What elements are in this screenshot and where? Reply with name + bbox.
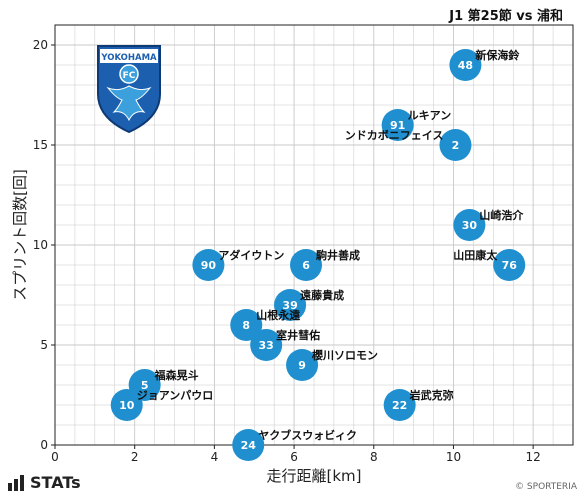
point-player-name: 山根永遠 (256, 308, 300, 322)
point-player-name: 山田康太 (453, 248, 498, 262)
point-marker (383, 389, 416, 421)
point-player-name: 福森晃斗 (154, 368, 199, 382)
point-number-label: 9 (298, 359, 306, 372)
point-player-name: アダイウトン (218, 248, 284, 262)
point-player-name: ルキアン (408, 109, 452, 122)
point-marker (381, 109, 414, 141)
point-player-name: 新保海鈴 (475, 48, 520, 62)
x-tick-label: 6 (290, 450, 298, 464)
player-point: 2 ンドカボニフェイス (345, 128, 472, 161)
point-number-label: 33 (259, 339, 274, 352)
point-marker (453, 209, 486, 241)
point-marker (192, 249, 225, 281)
point-number-label: 5 (141, 379, 149, 392)
stats-brand: STATs (8, 473, 81, 492)
point-player-name: ジョアンパウロ (137, 389, 214, 402)
y-tick-label: 15 (33, 138, 48, 152)
point-number-label: 30 (462, 219, 478, 232)
point-player-name: 室井彗佑 (276, 328, 320, 342)
point-marker (250, 329, 283, 361)
bars-icon (8, 474, 24, 491)
point-number-label: 91 (390, 119, 405, 132)
point-number-label: 24 (241, 439, 257, 452)
point-player-name: 櫻川ソロモン (311, 348, 378, 362)
x-axis-label: 走行距離[km] (266, 467, 361, 485)
point-marker (286, 349, 319, 381)
x-tick-label: 0 (51, 450, 59, 464)
point-player-name: ヤクブスウォビィク (258, 428, 357, 442)
x-tick-label: 4 (211, 450, 219, 464)
player-point: 8 山根永遠 (230, 308, 300, 341)
point-number-label: 8 (242, 319, 250, 332)
point-number-label: 2 (452, 139, 460, 152)
point-player-name: 山崎浩介 (479, 208, 524, 222)
y-tick-label: 20 (33, 38, 48, 52)
player-point: 9 櫻川ソロモン (286, 348, 378, 381)
point-marker (232, 429, 265, 461)
x-tick-label: 8 (370, 450, 378, 464)
y-tick-label: 5 (40, 338, 48, 352)
crest-badge-text: FC (123, 71, 136, 81)
point-number-label: 48 (458, 59, 473, 72)
point-number-label: 22 (392, 399, 407, 412)
point-marker (449, 49, 482, 81)
point-marker (439, 129, 472, 161)
point-number-label: 6 (302, 259, 310, 272)
y-axis-label: スプリント回数[回] (11, 169, 29, 301)
point-number-label: 76 (502, 259, 518, 272)
point-player-name: 駒井善成 (316, 248, 360, 262)
crest-top-band (100, 49, 158, 63)
point-marker (274, 289, 307, 321)
point-player-name: 遠藤貴成 (300, 288, 344, 302)
y-tick-label: 10 (33, 238, 48, 252)
point-marker (290, 249, 323, 281)
point-number-label: 90 (201, 259, 217, 272)
phoenix-icon (106, 85, 152, 122)
player-point: 6 駒井善成 (290, 248, 360, 281)
brand-text: STATs (30, 473, 81, 492)
crest-badge (119, 64, 139, 84)
point-marker (493, 249, 526, 281)
point-number-label: 10 (119, 399, 135, 412)
point-marker (230, 309, 263, 341)
x-tick-label: 10 (446, 450, 461, 464)
plot-frame (54, 24, 574, 446)
y-tick-label: 0 (40, 438, 48, 452)
point-marker (110, 389, 143, 421)
player-point: 76 山田康太 (453, 248, 526, 281)
x-tick-label: 12 (526, 450, 541, 464)
club-crest-logo: YOKOHAMA FC (97, 45, 161, 134)
point-number-label: 39 (282, 299, 297, 312)
data-points: 48新保海鈴91ルキアン2ンドカボニフェイス30山崎浩介90アダイウトン6駒井善… (110, 48, 526, 461)
point-player-name: ンドカボニフェイス (345, 128, 444, 142)
point-player-name: 岩武克弥 (409, 388, 454, 402)
chart-title: J1 第25節 vs 浦和 (448, 8, 563, 24)
credit-text: © SPORTERIA (515, 482, 577, 492)
crest-club-text: YOKOHAMA (100, 53, 157, 63)
x-tick-label: 2 (131, 450, 139, 464)
